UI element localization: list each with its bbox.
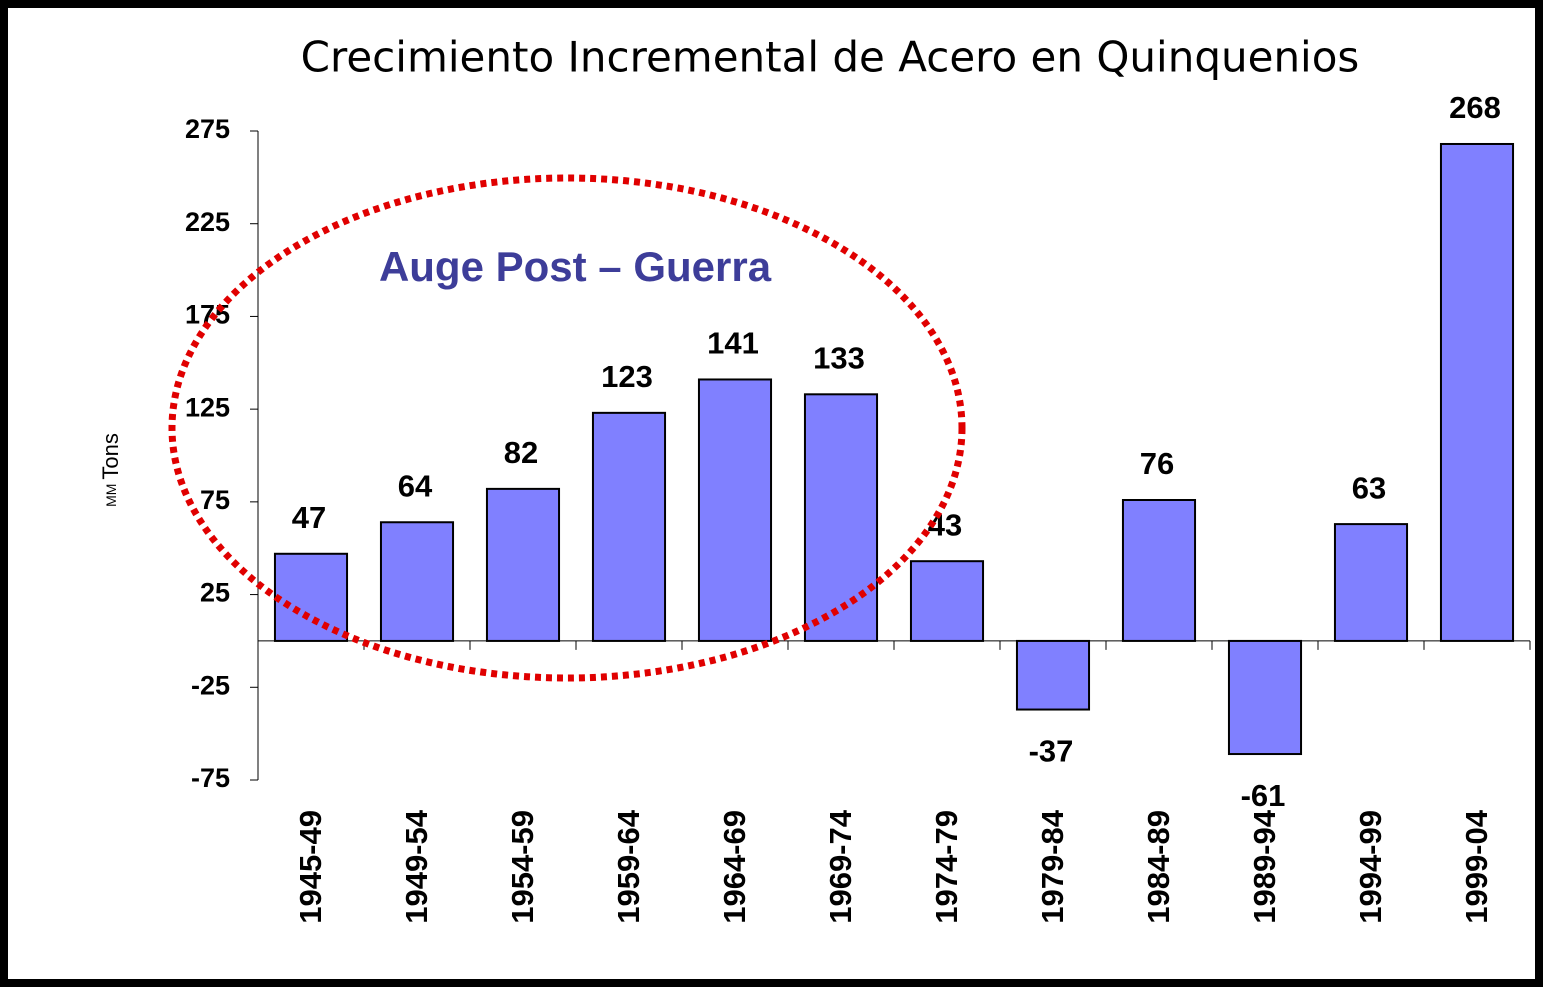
x-tick-label: 1979-84 [1035, 809, 1070, 924]
bar [1333, 523, 1409, 642]
y-tick-label: 225 [185, 207, 230, 237]
bar [803, 393, 879, 642]
bar [1015, 639, 1091, 711]
data-label: 123 [601, 359, 653, 394]
x-tick-label: 1974-79 [929, 810, 964, 924]
x-tick-label: 1959-64 [611, 809, 646, 924]
y-axis-label-text: Tons [98, 433, 123, 479]
data-label: -37 [1029, 734, 1074, 769]
data-label: 63 [1352, 470, 1386, 505]
bar [591, 411, 667, 642]
x-tick-label: 1969-74 [823, 809, 858, 924]
x-tick-label: 1945-49 [293, 810, 328, 924]
x-tick-label: 1994-99 [1353, 810, 1388, 924]
data-label: 82 [504, 435, 538, 470]
x-tick-label: 1999-04 [1459, 809, 1494, 924]
x-tick-label: 1984-89 [1141, 810, 1176, 924]
data-label: 133 [813, 340, 865, 375]
y-tick-label: 275 [185, 114, 230, 144]
y-tick-label: 125 [185, 392, 230, 422]
plot: -75-252575125175225275471945-49641949-54… [185, 90, 1531, 924]
bar [379, 521, 455, 642]
y-tick-label: 25 [200, 578, 230, 608]
bar [1121, 499, 1197, 642]
x-tick-label: 1964-69 [717, 810, 752, 924]
data-label: 76 [1140, 446, 1174, 481]
y-axis-label-unit: MM [103, 484, 119, 507]
data-label: 64 [398, 468, 433, 503]
annotation: Auge Post – Guerra [379, 243, 772, 290]
chart-title: Crecimiento Incremental de Acero en Quin… [301, 33, 1360, 82]
bar [697, 378, 773, 642]
x-tick-label: 1989-94 [1247, 809, 1282, 924]
y-axis-label: MM Tons [98, 433, 123, 507]
x-tick-label: 1949-54 [399, 809, 434, 924]
y-tick-label: -25 [191, 670, 230, 700]
data-label: -61 [1241, 778, 1286, 813]
bar [1227, 639, 1303, 756]
data-label: 47 [292, 500, 326, 535]
x-tick-label: 1954-59 [505, 810, 540, 924]
highlight-ellipse [168, 174, 966, 682]
bar [909, 560, 985, 642]
y-tick-label: -75 [191, 763, 230, 793]
y-tick-label: 75 [200, 485, 230, 515]
bar [1439, 142, 1515, 642]
bar [485, 487, 561, 642]
data-label: 141 [707, 326, 759, 361]
data-label: 268 [1449, 90, 1501, 125]
